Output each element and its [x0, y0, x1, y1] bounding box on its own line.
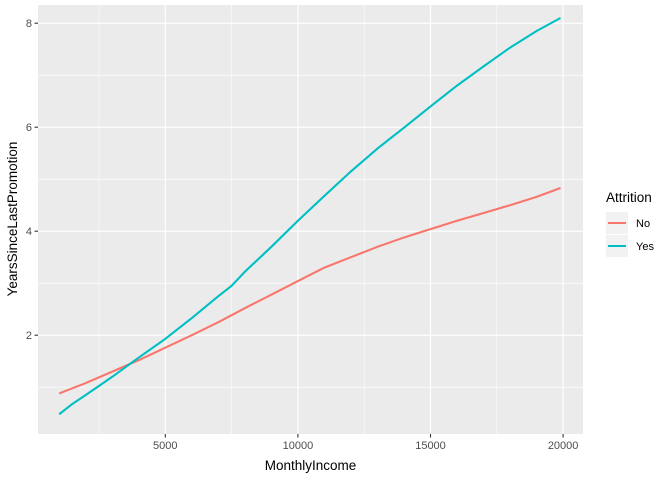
y-tick-label: 6 [26, 122, 32, 134]
series-lines [58, 17, 561, 416]
legend-title: Attrition [606, 190, 652, 205]
series-line-yes [58, 17, 561, 416]
y-axis-ticks: 2 4 6 8 [26, 18, 38, 342]
x-tick-label: 5000 [153, 440, 177, 452]
legend-items: No Yes [606, 212, 654, 257]
x-tick-label: 10000 [283, 440, 314, 452]
y-tick-label: 8 [26, 18, 32, 30]
y-tick-label: 4 [26, 226, 32, 238]
minor-grid [38, 5, 583, 434]
legend: Attrition No Yes [606, 190, 654, 257]
x-tick-label: 15000 [415, 440, 446, 452]
plot-panel [38, 5, 583, 434]
y-axis-title: YearsSinceLastPromotion [5, 142, 20, 297]
x-tick-label: 20000 [548, 440, 579, 452]
legend-label-no: No [636, 218, 650, 230]
x-axis-ticks: 5000 10000 15000 20000 [153, 434, 578, 452]
y-tick-label: 2 [26, 330, 32, 342]
x-axis-title: MonthlyIncome [265, 458, 357, 473]
series-line-no [58, 187, 561, 395]
legend-label-yes: Yes [636, 241, 654, 253]
